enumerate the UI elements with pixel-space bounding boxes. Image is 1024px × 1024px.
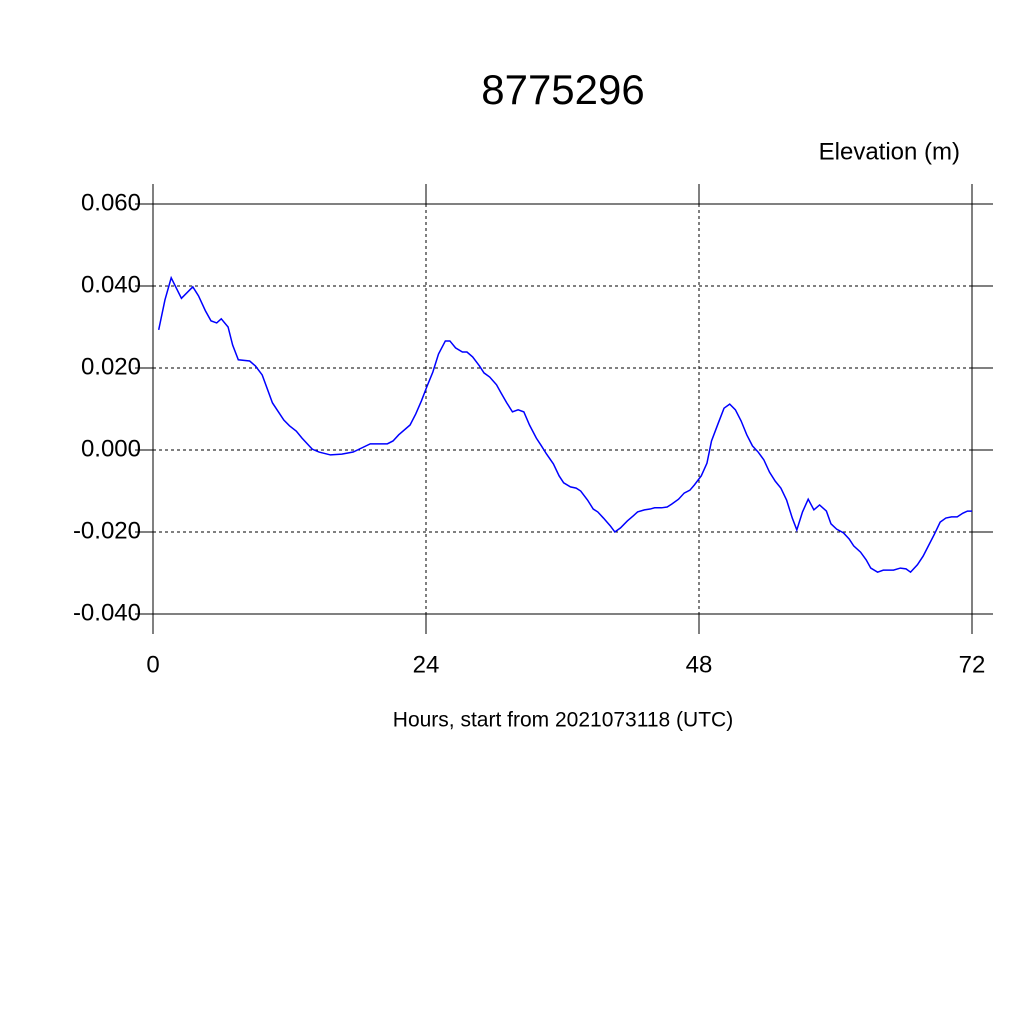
- y-tick-label: 0.020: [81, 353, 141, 380]
- x-tick-label: 0: [146, 651, 159, 678]
- y-tick-label: 0.060: [81, 189, 141, 216]
- x-tick-label: 48: [686, 651, 713, 678]
- y-tick-label: -0.040: [73, 599, 141, 626]
- x-tick-label: 24: [413, 651, 440, 678]
- y-axis-label: Elevation (m): [819, 138, 960, 165]
- x-axis-label: Hours, start from 2021073118 (UTC): [393, 709, 733, 732]
- data-line: [157, 275, 972, 574]
- y-tick-label: 0.040: [81, 271, 141, 298]
- y-tick-label: -0.020: [73, 517, 141, 544]
- y-tick-label: 0.000: [81, 435, 141, 462]
- chart-title: 8775296: [481, 66, 645, 113]
- x-tick-label: 72: [959, 651, 986, 678]
